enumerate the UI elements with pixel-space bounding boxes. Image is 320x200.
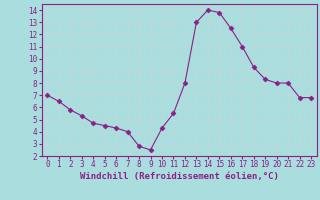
X-axis label: Windchill (Refroidissement éolien,°C): Windchill (Refroidissement éolien,°C)	[80, 172, 279, 181]
